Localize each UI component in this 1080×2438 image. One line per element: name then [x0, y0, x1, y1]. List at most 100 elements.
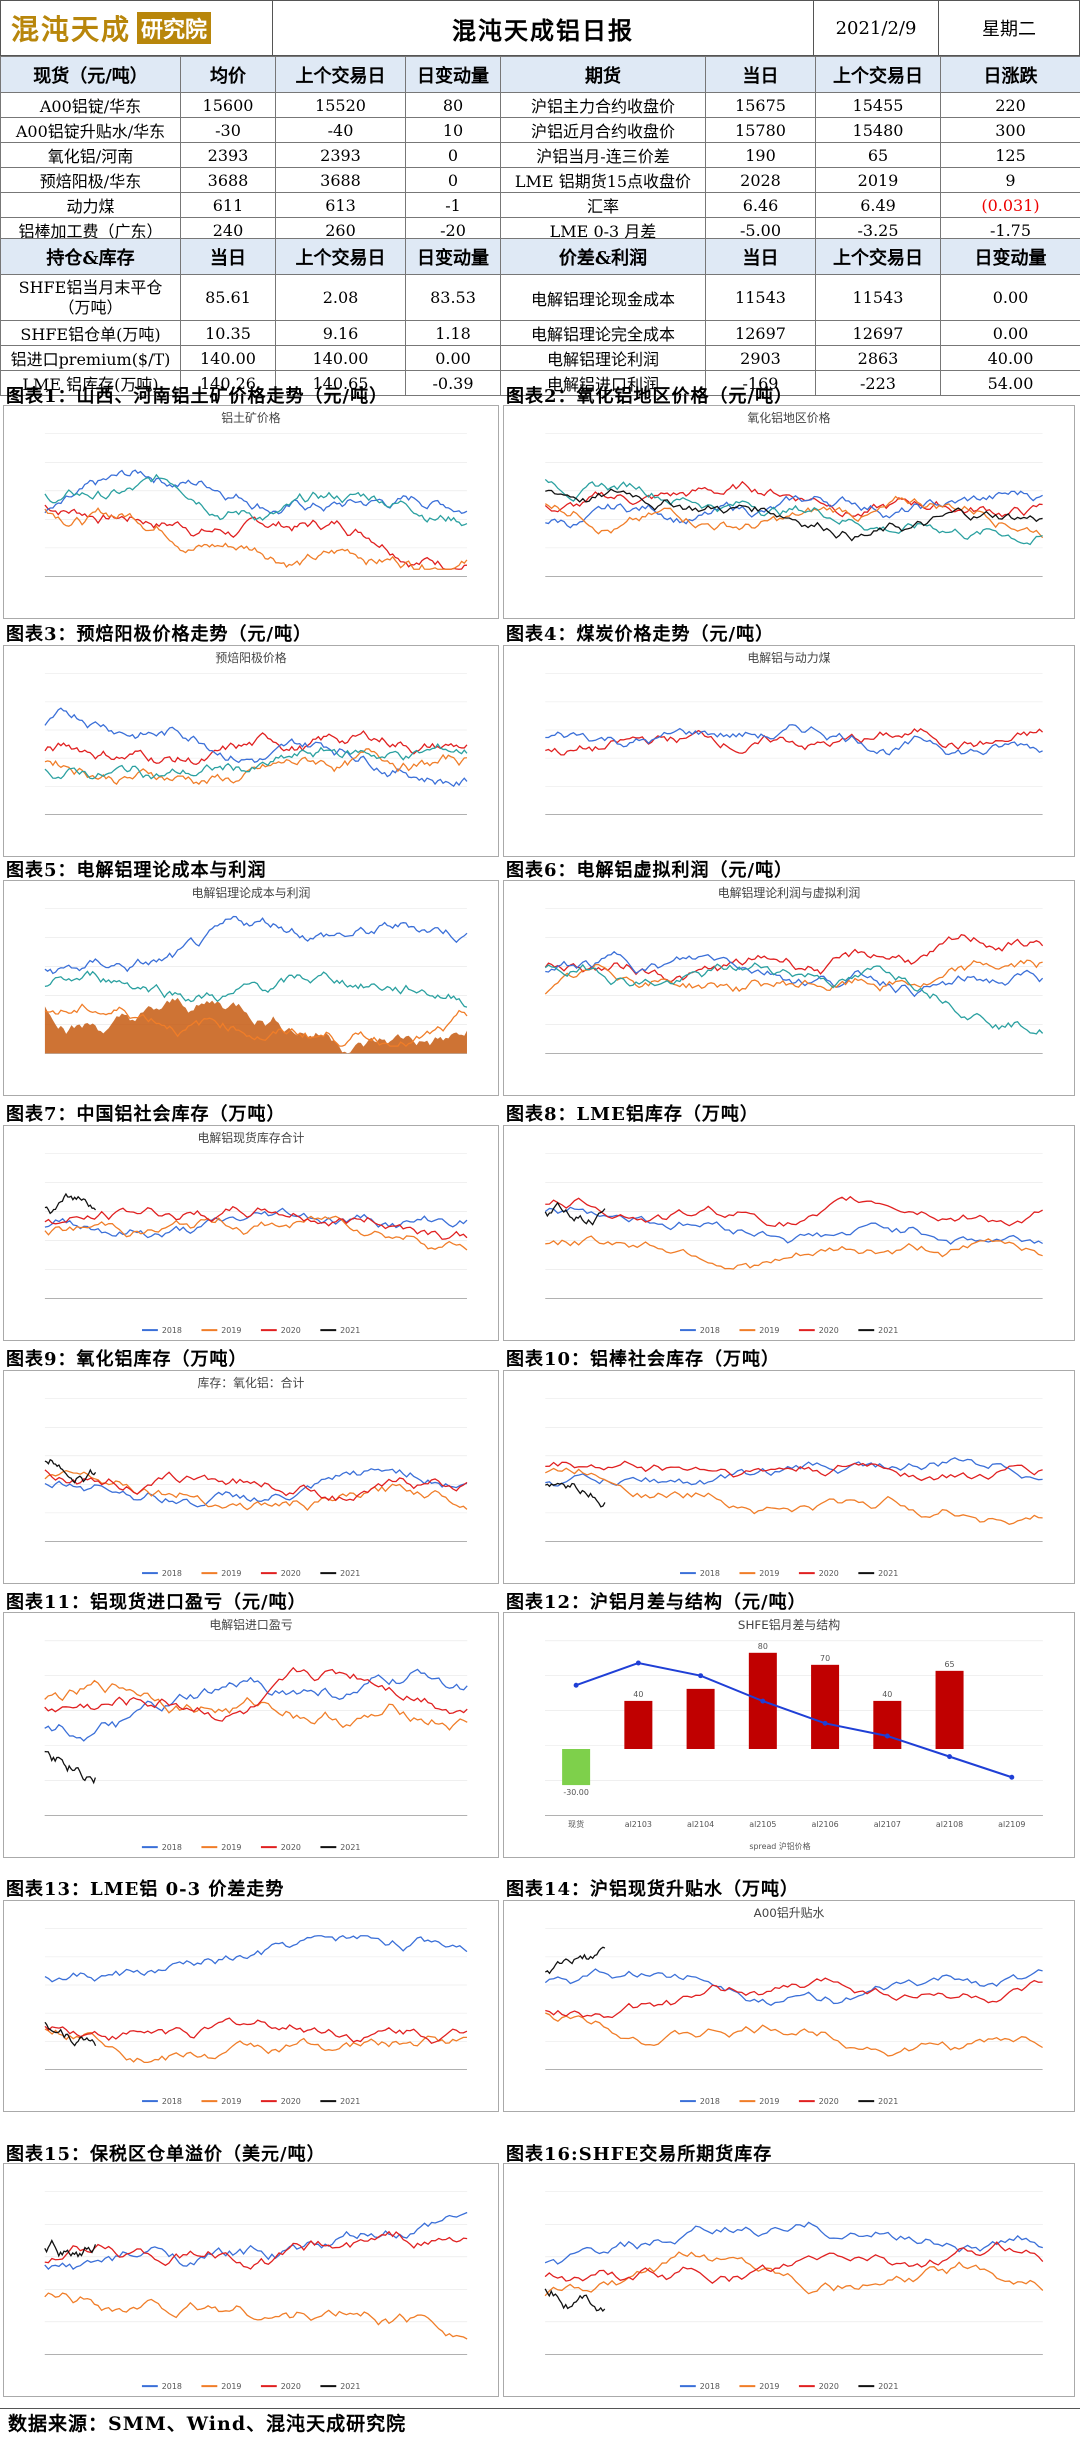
legend-label: 2020 [281, 1326, 301, 1335]
series-line [544, 480, 1043, 518]
tick-label: al2104 [687, 1820, 714, 1829]
spread-bar [873, 1700, 902, 1750]
table-cell: 80 [405, 92, 501, 118]
table-cell: 6.49 [815, 192, 941, 218]
chart-svg: 2018 2019 2020 2021 [545, 1398, 1043, 1578]
table-header: 均价 [180, 56, 276, 93]
data-label: 40 [633, 1690, 643, 1699]
price-line [575, 1661, 1013, 1779]
table-cell: 汇率 [500, 192, 706, 218]
logo-badge: 研究院 [137, 12, 212, 44]
series-line [44, 1207, 468, 1239]
tick-label: al2103 [625, 1820, 652, 1829]
chart-title: SHFE铝月差与结构 [738, 1618, 840, 1632]
table-cell: 2.08 [275, 274, 406, 321]
legend-label: 2018 [162, 2382, 182, 2391]
legend-label: 2021 [340, 2382, 360, 2391]
series-line [44, 970, 468, 1008]
legend-label: 2019 [759, 2382, 779, 2391]
table-cell: 电解铝理论现金成本 [500, 274, 706, 321]
table-header: 上个交易日 [275, 238, 406, 275]
series-line [544, 478, 1043, 546]
spread-bar [562, 1749, 591, 1786]
series-line [44, 1668, 468, 1742]
chart-svg: 电解铝现货库存合计 2018 2019 2020 2021 [44, 1131, 468, 1335]
chart-svg: 2018 2019 2020 2021 [544, 2191, 1044, 2391]
table-header: 现货（元/吨） [0, 56, 181, 93]
chart-svg: A00铝升贴水 2018 2019 2020 2021 [544, 1906, 1043, 2106]
table-cell: -0.39 [405, 370, 501, 396]
series-line [545, 1457, 1043, 1487]
legend-label: 2018 [162, 1326, 182, 1335]
table-cell: 铝进口premium($/T) [0, 345, 181, 371]
table-cell: 9 [940, 167, 1080, 193]
price-point [760, 1698, 766, 1704]
series-line [44, 1215, 468, 1251]
chart-section-title: 图表5：电解铝理论成本与利润 [6, 860, 267, 881]
series-line [44, 1468, 468, 1508]
table-cell: -169 [705, 370, 816, 396]
table-cell: 2019 [815, 167, 941, 193]
chart-title: 电解铝与动力煤 [747, 651, 830, 665]
table-cell: A00铝锭升贴水/华东 [0, 117, 181, 143]
chart-panel: 库存：氧化铝：合计 2018 2019 2020 2021 [3, 1370, 499, 1584]
chart-title: 电解铝进口盈亏 [209, 1618, 292, 1632]
series-line [544, 933, 1044, 983]
legend-label: 2019 [221, 1843, 241, 1852]
table-cell: 12697 [705, 320, 816, 346]
price-point [698, 1673, 704, 1679]
table-cell: 190 [705, 142, 816, 168]
table-header: 上个交易日 [815, 238, 941, 275]
legend-label: 2021 [878, 1569, 898, 1578]
report-date: 2021/2/9 [814, 1, 939, 55]
table-cell: 54.00 [940, 370, 1080, 396]
series-line [44, 2211, 468, 2271]
table-cell: 125 [940, 142, 1080, 168]
table-cell: 15600 [180, 92, 276, 118]
table-cell: -30 [180, 117, 276, 143]
chart-title: A00铝升贴水 [754, 1906, 825, 1920]
data-label: 40 [882, 1690, 892, 1699]
table-cell: 0 [405, 167, 501, 193]
table-row: 预焙阳极/华东 3688 3688 0 LME 铝期货15点收盘价 2028 2019 9 [0, 167, 1080, 193]
table-row: LME 铝库存(万吨) 140.26 140.65 -0.39 电解铝进口利润 -169-… [0, 370, 1080, 396]
table-cell: 沪铝近月合约收盘价 [500, 117, 706, 143]
table-cell: -40 [275, 117, 406, 143]
table-cell: 1.18 [405, 320, 501, 346]
chart-title: 预焙阳极价格 [215, 651, 286, 665]
chart-section-title: 图表11：铝现货进口盈亏（元/吨） [6, 1592, 307, 1613]
tick-label: al2106 [811, 1820, 838, 1829]
series-line [545, 950, 1044, 998]
table-row: 铝棒加工费（广东） 240 260 -20 LME 0-3 月差 -5.00 -3.25 -1… [0, 217, 1080, 243]
table-cell: -1 [405, 192, 501, 218]
chart-svg: SHFE铝月差与结构 -30.00 现货 40 al2103 al2104 80 al2105… [545, 1618, 1043, 1851]
legend-label: 2018 [162, 2097, 182, 2106]
table-cell: 140.26 [180, 370, 276, 396]
series-line [545, 728, 1044, 756]
table-cell: 10 [405, 117, 501, 143]
chart-section-title: 图表9：氧化铝库存（万吨） [6, 1349, 248, 1370]
chart-svg: 氧化铝地区价格 [544, 411, 1044, 577]
legend-label: 2018 [162, 1843, 182, 1852]
report-header: 混沌天成 研究院 混沌天成铝日报 2021/2/9 星期二 [0, 0, 1080, 56]
chart-svg: 2018 2019 2020 2021 [44, 2191, 468, 2391]
tick-label: al2108 [936, 1820, 963, 1829]
chart-title: 电解铝理论利润与虚拟利润 [718, 886, 861, 900]
series-line [44, 2292, 468, 2340]
table-cell: 140.00 [180, 345, 276, 371]
series-line [44, 915, 468, 975]
series-line [544, 1206, 1043, 1245]
series-line [545, 488, 1043, 542]
report-weekday: 星期二 [982, 19, 1036, 40]
table-cell: 15520 [275, 92, 406, 118]
table-cell: 40.00 [940, 345, 1080, 371]
series-line [44, 730, 468, 766]
legend-label: 2019 [759, 1326, 779, 1335]
table-header: 日变动量 [405, 56, 501, 93]
legend-label: 2019 [221, 2097, 241, 2106]
table-cell: 2393 [180, 142, 276, 168]
chart-svg: 2018 2019 2020 2021 [44, 1928, 468, 2106]
table-cell: 电解铝理论利润 [500, 345, 706, 371]
table-cell: 15780 [705, 117, 816, 143]
data-label: 65 [945, 1660, 955, 1669]
